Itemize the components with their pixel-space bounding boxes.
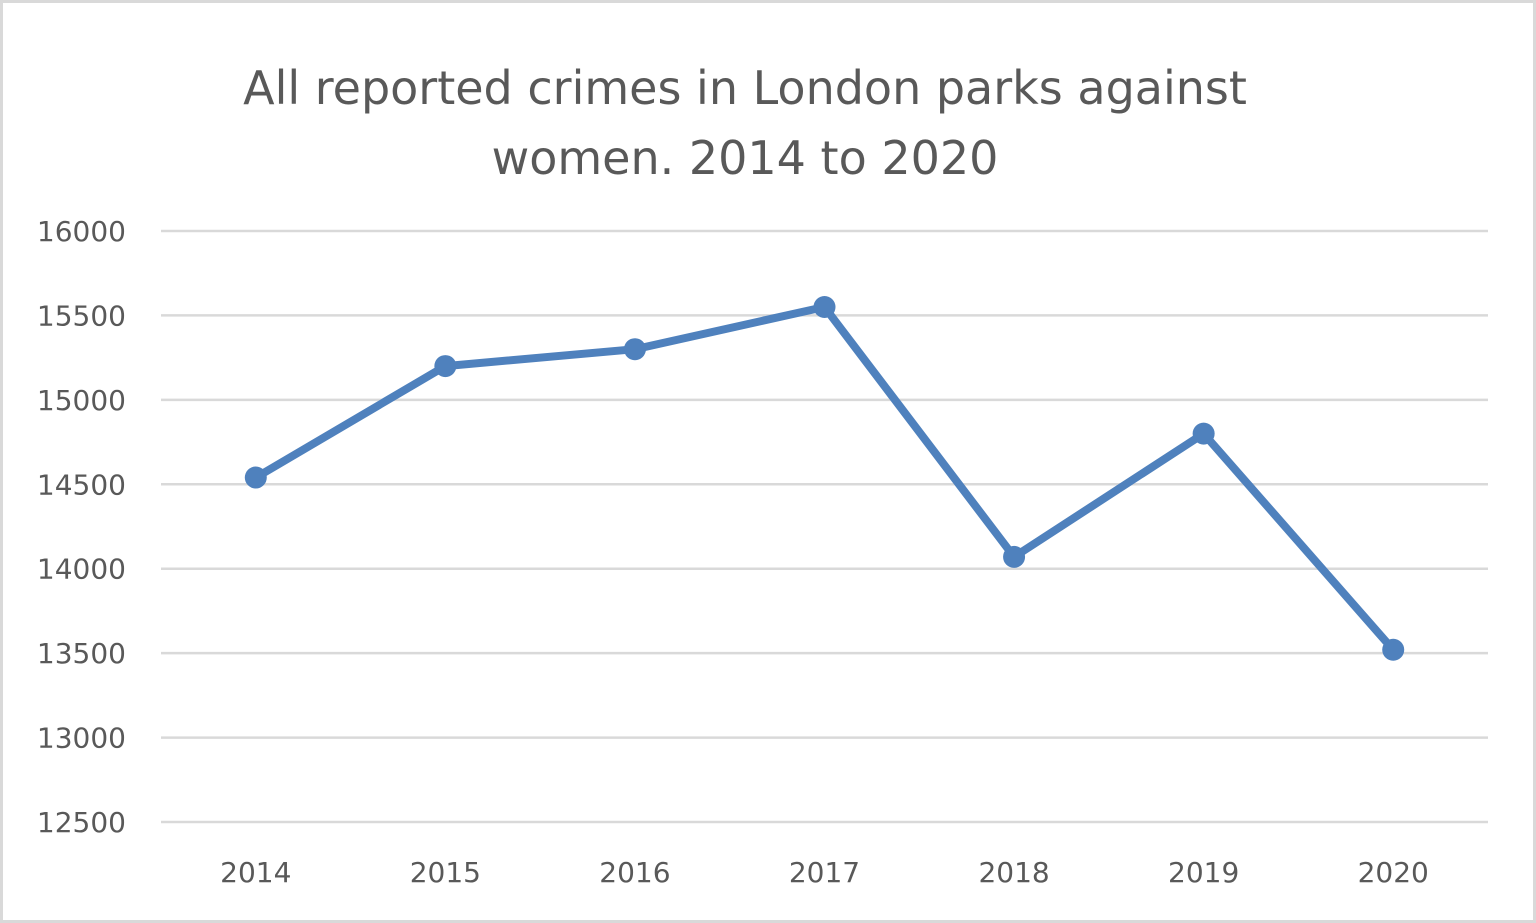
x-tick-label: 2018 [978, 856, 1049, 889]
y-tick-label: 12500 [37, 806, 126, 839]
x-tick-label: 2016 [599, 856, 670, 889]
data-point-marker [623, 338, 646, 361]
data-point-marker [1382, 638, 1405, 661]
data-point-marker [434, 355, 457, 378]
data-series [244, 295, 1405, 661]
y-tick-label: 14500 [37, 468, 126, 501]
y-tick-label: 14000 [37, 553, 126, 586]
chart-title-line-1: All reported crimes in London parks agai… [243, 61, 1247, 115]
chart-title-line-2: women. 2014 to 2020 [491, 131, 999, 185]
data-point-marker [813, 295, 836, 318]
y-tick-label: 15000 [37, 384, 126, 417]
chart-title: All reported crimes in London parks agai… [3, 53, 1487, 193]
x-tick-label: 2020 [1358, 856, 1429, 889]
x-tick-label: 2014 [220, 856, 291, 889]
data-point-marker [244, 466, 267, 489]
y-tick-label: 16000 [37, 215, 126, 248]
x-tick-label: 2015 [410, 856, 481, 889]
x-tick-label: 2019 [1168, 856, 1239, 889]
data-point-marker [1192, 422, 1215, 445]
y-axis-labels: 16000 15500 15000 14500 14000 13500 13000 12500 [37, 215, 126, 839]
data-point-marker [1003, 545, 1026, 568]
series-line [253, 302, 1397, 653]
y-tick-label: 13500 [37, 637, 126, 670]
x-axis-labels: 2014 2015 2016 2017 2018 2019 2020 [220, 856, 1429, 889]
x-tick-label: 2017 [789, 856, 860, 889]
y-tick-label: 15500 [37, 299, 126, 332]
y-tick-label: 13000 [37, 722, 126, 755]
